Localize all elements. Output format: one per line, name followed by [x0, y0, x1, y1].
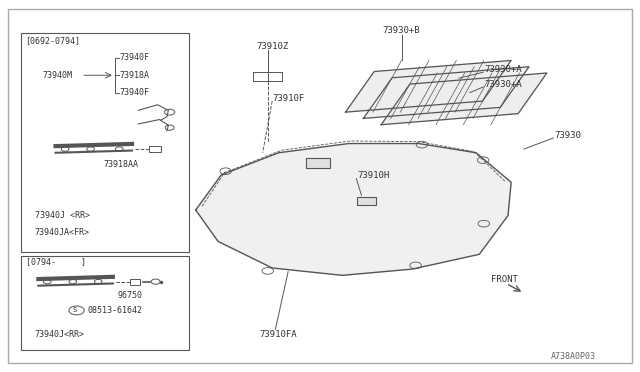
Text: 73940JA<FR>: 73940JA<FR>	[35, 228, 90, 237]
Text: A738A0P03: A738A0P03	[550, 352, 596, 361]
Text: 73930+B: 73930+B	[383, 26, 420, 35]
Text: 73910Z: 73910Z	[256, 42, 289, 51]
Text: 73930+A: 73930+A	[484, 80, 522, 89]
Polygon shape	[381, 73, 547, 125]
Text: 73940J<RR>: 73940J<RR>	[35, 330, 84, 339]
Text: 08513-61642: 08513-61642	[88, 306, 143, 315]
Bar	[20, 256, 189, 350]
Polygon shape	[364, 67, 529, 118]
Text: 73940M: 73940M	[43, 71, 73, 80]
Bar	[149, 146, 161, 152]
Bar	[306, 158, 330, 168]
Bar	[130, 279, 140, 285]
Text: 96750: 96750	[117, 291, 142, 300]
Text: 73940F: 73940F	[119, 89, 149, 97]
Text: 73910FA: 73910FA	[259, 330, 297, 339]
Text: 73940F: 73940F	[119, 53, 149, 62]
Bar	[357, 197, 376, 205]
Text: 73930+A: 73930+A	[484, 65, 522, 74]
Text: 73910F: 73910F	[272, 94, 305, 103]
Polygon shape	[196, 144, 511, 275]
Text: FRONT: FRONT	[491, 275, 518, 283]
Polygon shape	[346, 61, 511, 112]
Text: [0794-     ]: [0794- ]	[26, 257, 86, 266]
Bar	[20, 33, 189, 253]
Text: S: S	[72, 307, 77, 314]
Text: 73940J <RR>: 73940J <RR>	[35, 211, 90, 220]
Text: [0692-0794]: [0692-0794]	[26, 36, 81, 45]
Text: 73930: 73930	[554, 131, 581, 140]
Text: 73910H: 73910H	[357, 171, 389, 180]
Text: 73918AA: 73918AA	[103, 160, 138, 169]
Text: 73918A: 73918A	[119, 71, 149, 80]
